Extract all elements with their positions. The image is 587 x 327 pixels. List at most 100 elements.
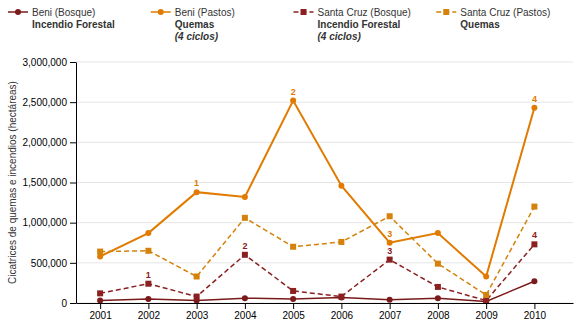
series-line xyxy=(100,207,534,295)
series xyxy=(97,204,537,298)
x-tick-mark xyxy=(148,303,149,309)
y-tick-label: 2,500,000 xyxy=(23,97,68,108)
point xyxy=(338,183,344,189)
series-line xyxy=(100,244,534,300)
legend-item: Beni (Pastos)Quemas(4 ciclos) xyxy=(151,7,235,42)
grid-line xyxy=(76,62,573,63)
point xyxy=(338,294,344,300)
point xyxy=(242,194,248,200)
point xyxy=(145,281,151,287)
y-tick-label: 3,000,000 xyxy=(23,57,68,68)
annotation: 3 xyxy=(387,229,392,239)
x-tick: 2004 xyxy=(234,303,257,321)
annotation: 4 xyxy=(532,94,537,104)
x-tick-mark xyxy=(100,303,101,309)
annotation: 1 xyxy=(146,270,151,280)
series xyxy=(97,241,537,303)
x-tick-mark xyxy=(197,303,198,309)
point xyxy=(531,105,537,111)
legend-marker xyxy=(158,9,164,15)
y-tick-label: 2,000,000 xyxy=(23,137,68,148)
y-tick-label: 1,500,000 xyxy=(23,177,68,188)
legend: Beni (Bosque)Incendio ForestalBeni (Past… xyxy=(8,7,550,42)
point xyxy=(145,296,151,302)
y-tick-label: 500,000 xyxy=(31,258,68,269)
x-axis-line xyxy=(77,303,574,304)
x-tick: 2006 xyxy=(331,303,354,321)
point xyxy=(531,278,537,284)
point xyxy=(145,230,151,236)
y-tick-mark xyxy=(70,263,76,264)
y-tick: 1,000,000 xyxy=(23,217,77,228)
x-tick-mark xyxy=(438,303,439,309)
grid-line xyxy=(76,102,573,103)
point xyxy=(387,257,393,263)
x-tick: 2010 xyxy=(524,303,547,321)
x-tick: 2008 xyxy=(427,303,450,321)
point xyxy=(531,241,537,247)
point xyxy=(483,292,489,298)
point xyxy=(290,244,296,250)
y-axis: 0 500,000 1,000,000 1,500,000 2,000,000 2,500… xyxy=(23,57,77,309)
annotation: 3 xyxy=(387,246,392,256)
point xyxy=(435,261,441,267)
point xyxy=(435,230,441,236)
point xyxy=(483,273,489,279)
legend-label: Beni (Pastos) xyxy=(175,7,235,18)
y-tick: 2,500,000 xyxy=(23,97,77,108)
series-line xyxy=(100,101,534,277)
plot-area xyxy=(97,98,537,303)
point xyxy=(97,298,103,303)
y-tick: 0 xyxy=(61,298,76,309)
x-tick-mark xyxy=(293,303,294,309)
annotation: 1 xyxy=(194,178,199,188)
x-tick-label: 2002 xyxy=(138,310,161,321)
legend-note: (4 ciclos) xyxy=(318,31,362,42)
x-tick: 2005 xyxy=(283,303,306,321)
point xyxy=(338,294,344,300)
point xyxy=(483,298,489,303)
y-tick-mark xyxy=(70,102,76,103)
point xyxy=(387,213,393,219)
x-tick-mark xyxy=(390,303,391,309)
y-tick: 500,000 xyxy=(31,258,76,269)
y-tick: 2,000,000 xyxy=(23,137,77,148)
annotation: 2 xyxy=(242,241,247,251)
y-tick-label: 0 xyxy=(61,298,67,309)
legend-note: (4 ciclos) xyxy=(175,31,219,42)
x-tick-label: 2003 xyxy=(186,310,209,321)
legend-label: Santa Cruz (Pastos) xyxy=(460,7,550,18)
legend-note: Incendio Forestal xyxy=(318,19,401,30)
y-tick-mark xyxy=(70,62,76,63)
legend-label: Santa Cruz (Bosque) xyxy=(318,7,411,18)
y-tick-mark xyxy=(70,142,76,143)
series xyxy=(97,98,537,280)
point xyxy=(145,248,151,254)
grid-line xyxy=(76,303,573,304)
point xyxy=(242,215,248,221)
series xyxy=(97,278,537,303)
point xyxy=(242,295,248,301)
grid-line xyxy=(76,222,573,223)
x-tick-label: 2007 xyxy=(379,310,402,321)
legend-note: Quemas xyxy=(175,19,215,30)
point xyxy=(338,239,344,245)
y-tick: 1,500,000 xyxy=(23,177,77,188)
x-tick-mark xyxy=(245,303,246,309)
x-tick-mark xyxy=(341,303,342,309)
point xyxy=(435,284,441,290)
point xyxy=(194,294,200,300)
x-axis: 2001200220032004200520062007200820092010 xyxy=(77,303,574,321)
point xyxy=(290,296,296,302)
annotations: 12341234 xyxy=(146,87,537,280)
y-tick-mark xyxy=(70,223,76,224)
x-tick: 2001 xyxy=(90,303,113,321)
grid-line xyxy=(76,142,573,143)
point xyxy=(194,273,200,279)
x-tick-mark xyxy=(486,303,487,309)
x-tick-label: 2004 xyxy=(234,310,257,321)
point xyxy=(194,189,200,195)
point xyxy=(290,288,296,294)
legend-marker xyxy=(15,9,21,15)
legend-note: Quemas xyxy=(460,19,500,30)
